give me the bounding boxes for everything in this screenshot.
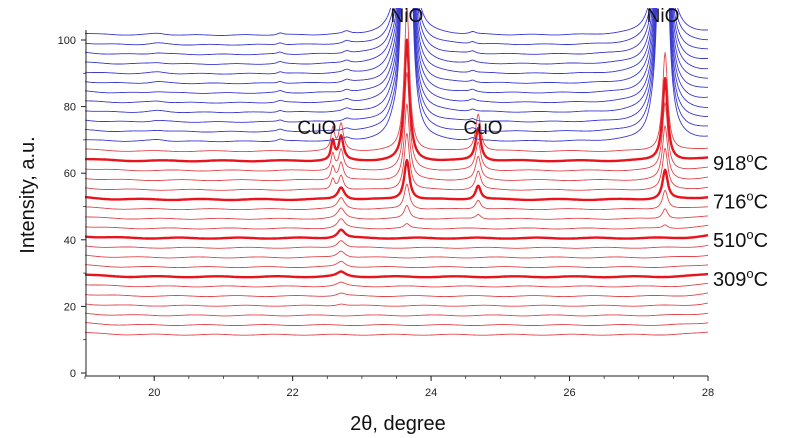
temperature-label: 309oC (713, 266, 768, 291)
peak-label-cuo: CuO (463, 118, 502, 139)
trace (85, 261, 708, 267)
x-axis-title: 2θ, degree (350, 413, 446, 435)
x-tick-label: 26 (563, 387, 575, 399)
trace (85, 313, 708, 316)
y-tick-label: 40 (64, 235, 76, 247)
trace (85, 323, 708, 326)
x-tick-label: 24 (425, 387, 437, 399)
trace (85, 303, 708, 306)
trace (85, 205, 708, 219)
y-tick-label: 80 (64, 102, 76, 114)
x-tick-label: 28 (702, 387, 714, 399)
temperature-label: 510oC (713, 227, 768, 252)
y-tick-label: 100 (58, 35, 76, 47)
trace (85, 219, 708, 229)
trace-highlighted (85, 230, 708, 239)
y-tick-label: 0 (70, 368, 76, 380)
axes: 20 22 24 26 28 0 20 40 60 80 100 (58, 30, 714, 399)
x-tick-label: 20 (148, 387, 160, 399)
y-tick-label: 60 (64, 168, 76, 180)
trace (85, 332, 708, 335)
x-tick-label: 22 (287, 387, 299, 399)
y-tick-label: 20 (64, 301, 76, 313)
trace (85, 282, 708, 287)
temperature-label: 918oC (713, 150, 768, 175)
trace (85, 293, 708, 297)
trace (85, 104, 708, 181)
trace (85, 241, 708, 249)
peak-label-cuo: CuO (297, 118, 336, 139)
trace-highlighted (85, 272, 708, 278)
y-axis-title: Intensity, a.u. (17, 136, 39, 253)
trace (85, 251, 708, 258)
trace-group (85, 0, 708, 335)
temperature-label: 716oC (713, 189, 768, 214)
peak-label-nio: NiO (647, 6, 680, 27)
peak-label-nio: NiO (391, 6, 424, 27)
